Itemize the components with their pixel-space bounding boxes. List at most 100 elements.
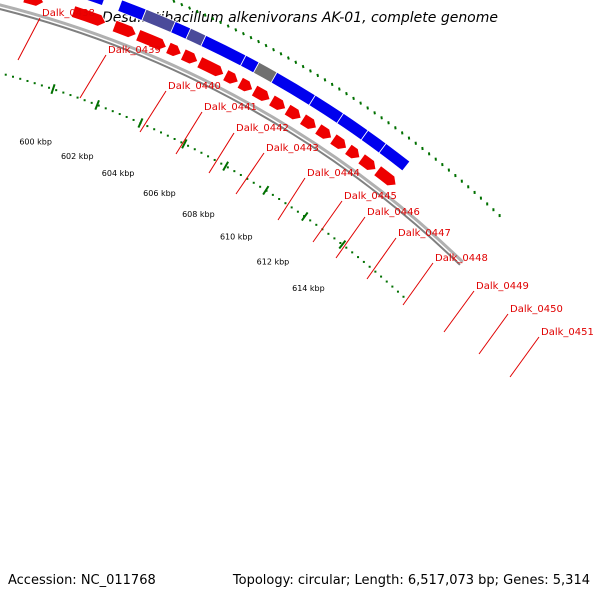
gene-label: Dalk_0443 [266,143,319,154]
outer-dot [294,60,298,64]
scale-dot [252,181,255,184]
scale-dot [200,151,203,154]
gene-label: Dalk_0438 [42,8,95,19]
reverse-gene-4 [165,41,182,57]
outer-dot [401,131,404,135]
scale-dot [327,232,330,235]
reverse-gene-0 [22,0,45,7]
outer-dot [345,91,348,96]
outer-dot [338,87,341,91]
scale-dot [368,265,371,268]
outer-dot [180,2,184,7]
tick-label: 608 kbp [182,210,215,219]
major-tick [137,118,144,128]
outer-dot [264,43,268,48]
outer-dot [257,39,260,44]
scale-dot [173,138,176,141]
scale-dot [278,198,281,201]
tick-label: 612 kbp [257,257,290,266]
scale-dot [290,206,293,209]
scale-dot [48,86,51,89]
outer-dot [272,47,275,52]
major-tick [301,211,309,222]
scale-dot [259,185,262,188]
forward-gene-3 [141,8,176,34]
scale-dot [207,155,210,158]
scale-dot [180,141,183,144]
outer-dot [447,168,450,172]
scale-dot [402,295,405,298]
scale-dot [90,101,93,104]
scale-dot [333,237,336,240]
scale-dot [62,91,65,94]
reverse-gene-7 [222,69,239,85]
tick-label: 600 kbp [19,137,52,146]
outer-dot [427,152,431,156]
outer-dot [219,20,222,25]
scale-dot [125,115,128,118]
scale-dot [239,173,242,176]
reverse-gene-8 [236,76,254,93]
outer-dot [441,163,444,167]
reverse-gene-3 [135,28,167,51]
gene-label-leader [277,177,306,221]
major-tick [262,185,270,196]
scale-dot [315,223,318,226]
outer-dot [486,202,489,206]
gene-label: Dalk_0449 [476,281,529,292]
outer-dot [330,82,334,87]
outer-dot [380,116,383,120]
scale-dot [309,219,312,222]
reverse-gene-5 [179,48,199,65]
outer-dot [407,136,411,140]
outer-dot [492,208,495,212]
scale-dot [233,170,236,173]
scale-dot [351,251,354,254]
outer-dot [467,185,470,189]
scale-dot [357,256,360,259]
gene-label: Dalk_0451 [541,327,594,338]
scale-dot [146,125,149,128]
scale-dot [193,148,196,151]
gene-label: Dalk_0450 [510,304,563,315]
gene-label: Dalk_0448 [435,253,488,264]
outer-dot [226,24,230,28]
gene-label-leader [79,54,107,99]
tick-label: 604 kbp [102,169,135,178]
tick-label: 606 kbp [143,189,176,198]
outer-dot [301,64,305,69]
forward-gene-13 [378,142,411,172]
scale-dot [284,202,287,205]
reverse-gene-17 [373,165,397,187]
reverse-gene-1 [70,5,107,27]
scale-dot [166,134,169,137]
scale-dot [339,241,342,244]
outer-dot [249,35,253,40]
scale-dot [26,79,29,82]
tick-label: 614 kbp [292,284,325,293]
outer-dot [359,101,362,105]
scale-dot [33,82,36,85]
reverse-gene-13 [314,123,333,140]
gene-label-leader [175,111,203,155]
scale-dot [69,94,72,97]
gene-label-leader [443,290,475,333]
scale-dot [160,131,163,134]
outer-dot [323,78,327,82]
outer-dot [242,31,245,36]
major-tick [222,161,229,171]
tick-label: 602 kbp [61,152,94,161]
scale-dot [391,285,394,288]
gene-label: Dalk_0444 [307,168,360,179]
genome-title: Desulfatibacillum alkenivorans AK-01, co… [101,10,499,26]
scale-dot [396,290,399,293]
major-tick [181,138,188,149]
scale-dot [40,84,43,87]
scale-dot [19,77,22,80]
backbone-outer-line [0,3,464,264]
scale-dot [118,113,121,116]
reverse-gene-12 [298,113,317,130]
scale-dot [220,162,223,165]
gene-label: Dalk_0439 [108,45,161,56]
gene-label: Dalk_0446 [367,207,420,218]
